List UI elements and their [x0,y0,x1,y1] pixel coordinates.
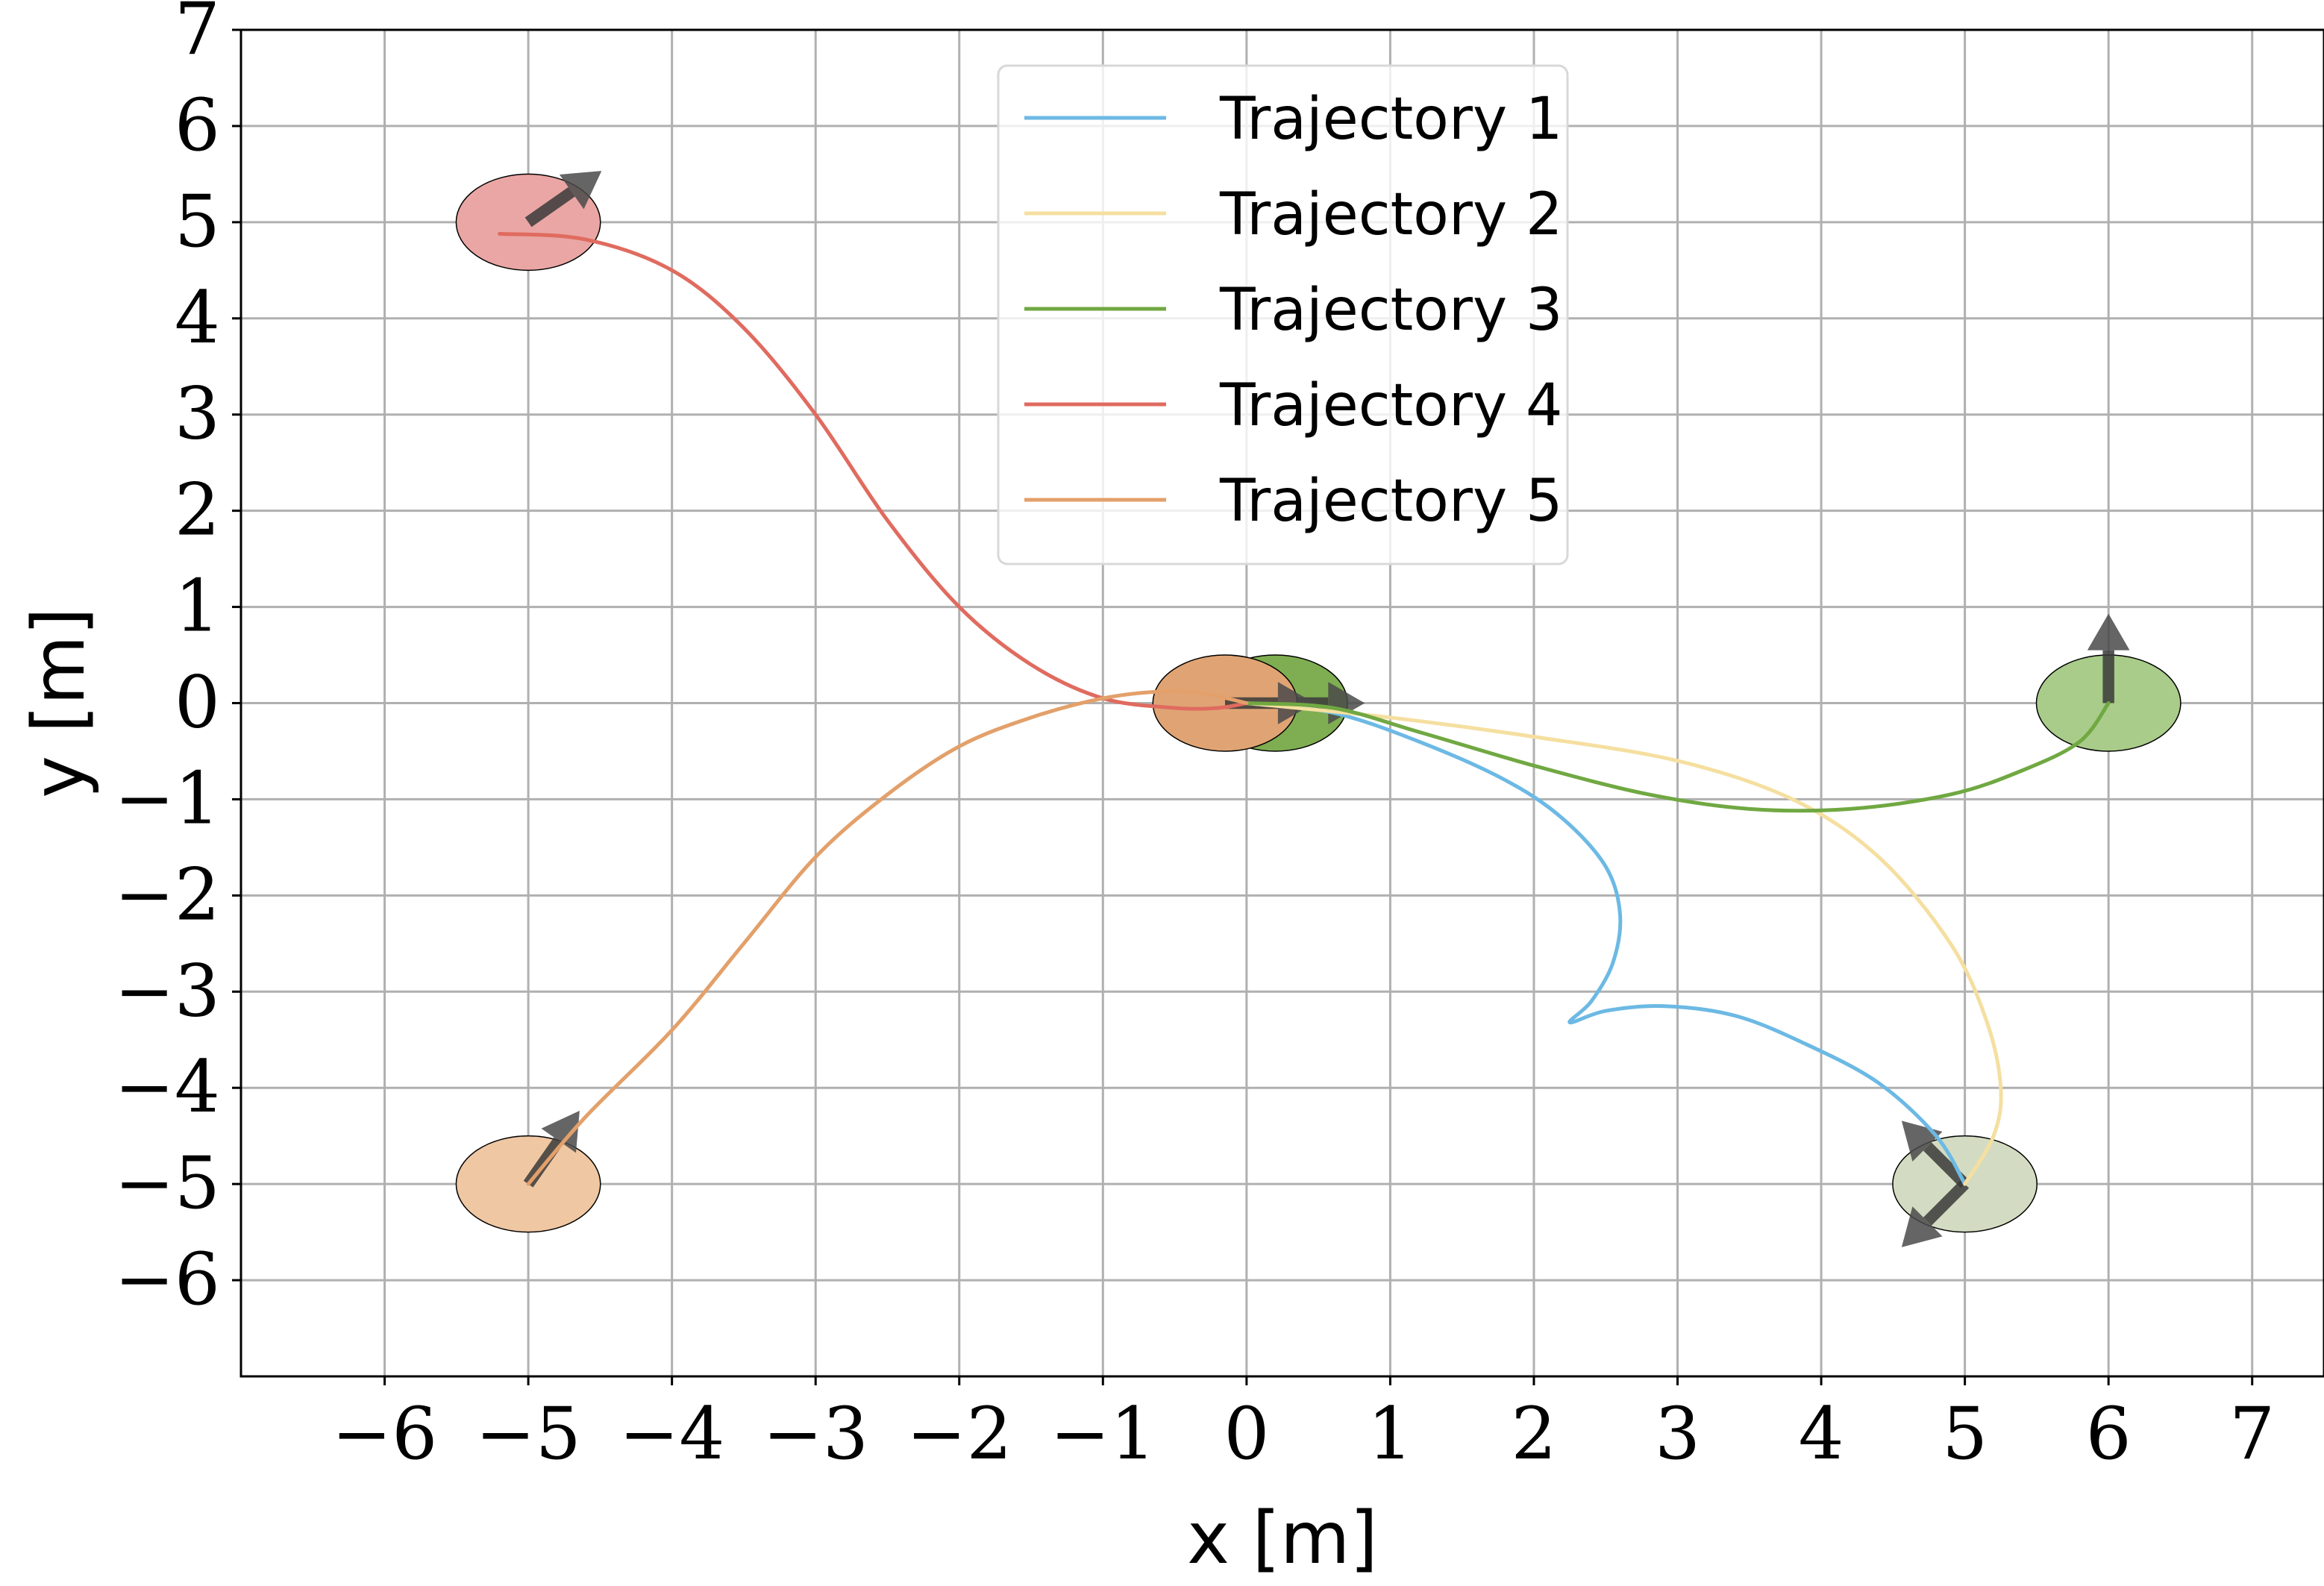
y-tick-label: 7 [175,0,220,71]
x-tick-label: −4 [619,1392,725,1476]
series-line-trajectory-2 [1244,701,2003,1186]
x-tick-label: 6 [2086,1392,2132,1476]
legend-label: Trajectory 2 [1219,181,1563,248]
heading-arrow-shaft [524,187,575,228]
heading-arrow-shaft [1923,1179,1970,1226]
y-tick-label: 6 [175,84,220,167]
x-tick-label: −3 [762,1392,868,1476]
y-tick-label: 3 [175,372,220,456]
x-tick-label: −2 [906,1392,1012,1476]
legend-label: Trajectory 3 [1219,277,1563,344]
legend-frame [997,64,1569,565]
legend-label: Trajectory 1 [1219,86,1563,153]
heading-arrow-shaft [1923,1142,1970,1188]
y-tick-label: −6 [114,1238,220,1321]
heading-arrow-head [2087,613,2130,651]
y-tick-label: 2 [175,468,220,552]
x-tick-label: 5 [1942,1392,1988,1476]
y-tick-label: −5 [114,1141,220,1225]
y-tick-label: 1 [175,565,220,648]
x-axis-label: x [m] [1187,1496,1378,1580]
x-tick-label: 1 [1368,1392,1413,1476]
y-tick-labels: −6 −5 −4 −3 −2 −1 0 1 2 3 4 5 6 7 [114,0,241,1321]
y-tick-label: −1 [114,756,220,840]
series-line-trajectory-3 [1244,701,2111,813]
x-tick-label: 0 [1224,1392,1269,1476]
x-tick-label: 4 [1799,1392,1844,1476]
x-tick-label: −6 [332,1392,438,1476]
legend-label: Trajectory 4 [1219,372,1563,439]
y-tick-label: 0 [175,661,220,745]
x-tick-label: −5 [475,1392,581,1476]
x-tick-label: 3 [1655,1392,1700,1476]
legend: Trajectory 1 Trajectory 2 Trajectory 3 Traj… [997,64,1569,565]
series-line-trajectory-1 [1244,701,1967,1186]
x-tick-label: 7 [2229,1392,2275,1476]
x-tick-label: −1 [1050,1392,1156,1476]
heading-arrow-head [541,1110,580,1153]
y-tick-label: −3 [114,949,220,1032]
x-tick-labels: −6 −5 −4 −3 −2 −1 0 1 2 3 4 5 6 7 [332,1376,2275,1476]
y-tick-label: −4 [114,1045,220,1129]
y-tick-label: 4 [175,276,220,360]
y-tick-label: 5 [175,180,220,263]
x-tick-label: 2 [1511,1392,1556,1476]
trajectory-lines [498,231,2111,1186]
y-axis-label: y [m] [17,607,101,798]
heading-arrow-shaft [2102,650,2114,703]
series-line-trajectory-5 [526,689,1249,1186]
y-tick-label: −2 [114,853,220,936]
heading-arrow-head [1901,1206,1943,1247]
series-line-trajectory-4 [498,231,1249,711]
legend-label: Trajectory 5 [1219,468,1563,535]
heading-arrow-head [559,171,602,210]
